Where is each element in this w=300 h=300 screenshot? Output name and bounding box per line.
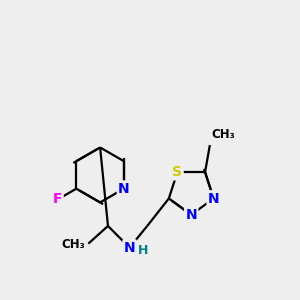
Text: N: N xyxy=(208,191,219,206)
Text: N: N xyxy=(185,208,197,222)
Text: S: S xyxy=(172,165,182,179)
Text: CH₃: CH₃ xyxy=(212,128,236,141)
Text: CH₃: CH₃ xyxy=(61,238,85,251)
Text: N: N xyxy=(124,241,135,255)
Text: F: F xyxy=(53,193,62,206)
Text: H: H xyxy=(138,244,148,257)
Text: N: N xyxy=(118,182,130,196)
